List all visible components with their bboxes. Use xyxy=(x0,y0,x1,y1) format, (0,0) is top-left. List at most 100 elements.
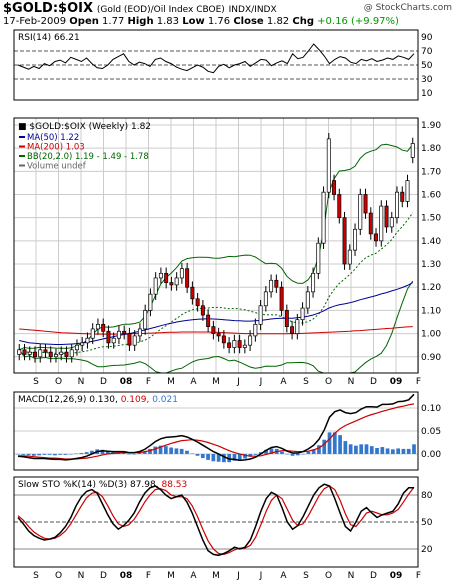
candle-body xyxy=(316,242,321,274)
candle-body xyxy=(179,268,184,279)
x-axis-label: N xyxy=(348,571,355,581)
macd-histogram-bar xyxy=(364,444,369,454)
x-axis-label: J xyxy=(236,377,240,387)
macd-histogram-bar xyxy=(68,453,73,455)
chart-title-line: $GOLD:$OIX (Gold (EOD)/Oil Index CBOE) I… xyxy=(3,1,277,16)
macd-histogram-bar xyxy=(137,453,142,454)
candle-body xyxy=(111,337,116,344)
macd-histogram-bar xyxy=(332,432,337,454)
sto-d-line xyxy=(17,485,415,556)
price-panel-frame xyxy=(13,117,419,374)
macd-histogram-bar xyxy=(105,451,110,454)
candle-body xyxy=(400,191,405,202)
x-axis-label: N xyxy=(78,571,85,581)
symbol-label: $GOLD:$OIX xyxy=(3,1,93,16)
macd-panel-frame xyxy=(13,391,419,471)
rsi-y-tick-label: 30 xyxy=(421,75,433,85)
macd-histogram-bar xyxy=(354,445,358,454)
x-axis-label: S xyxy=(303,377,309,387)
sto-y-tick-label: 50 xyxy=(421,518,433,528)
open-value: 1.77 xyxy=(102,16,125,27)
x-axis-label: F xyxy=(146,377,151,387)
candle-body xyxy=(211,326,216,334)
close-label: Close xyxy=(233,16,264,27)
candle-body xyxy=(353,228,358,251)
macd-histogram-bar xyxy=(190,453,195,454)
candle-body xyxy=(185,268,190,288)
price-y-tick-label: 1.60 xyxy=(421,191,441,201)
macd-histogram-bar xyxy=(179,448,184,454)
x-axis-label: M xyxy=(167,571,175,581)
macd-histogram-bar xyxy=(121,453,126,454)
macd-histogram-bar xyxy=(311,449,316,454)
macd-histogram-bar xyxy=(391,449,395,454)
candle-body xyxy=(227,342,232,348)
x-axis-label: N xyxy=(78,377,85,387)
macd-histogram-bar xyxy=(243,453,247,459)
candle-body xyxy=(342,217,347,265)
candle-body xyxy=(169,282,174,286)
x-axis-label: J xyxy=(236,571,240,581)
candle-body xyxy=(332,180,337,195)
quote-date: 17-Feb-2009 xyxy=(3,16,67,27)
x-axis-label: M xyxy=(167,377,175,387)
macd-signal-line xyxy=(18,403,415,460)
macd-histogram-bar xyxy=(359,444,364,454)
macd-histogram-bar xyxy=(338,435,342,454)
x-axis-label: 08 xyxy=(120,571,133,581)
macd-histogram-bar xyxy=(142,451,147,454)
candle-body xyxy=(410,143,415,158)
macd-histogram-bar xyxy=(31,453,36,456)
candle-body xyxy=(300,307,305,321)
macd-histogram-bar xyxy=(90,450,94,454)
candle-body xyxy=(258,305,263,325)
candle-body xyxy=(90,328,95,339)
macd-histogram-bar xyxy=(127,453,131,455)
sto-d-value: 88.53 xyxy=(161,480,187,490)
macd-histogram-bar xyxy=(406,448,411,454)
low-label: Low xyxy=(182,16,205,27)
macd-histogram-bar xyxy=(163,446,168,454)
sto-label: Slow STO %K(14) %D(3) 87.98, 88.53 xyxy=(18,480,187,490)
candle-body xyxy=(284,310,289,327)
macd-histogram-bar xyxy=(216,453,221,462)
x-axis-label: A xyxy=(280,571,287,581)
candle-body xyxy=(122,330,127,334)
macd-histogram-bar xyxy=(21,453,26,455)
candle-body xyxy=(290,326,295,334)
macd-histogram-bar xyxy=(380,447,385,454)
sto-panel-frame xyxy=(13,476,419,568)
macd-histogram-bar xyxy=(200,453,205,459)
open-label: Open xyxy=(69,16,99,27)
candle-body xyxy=(190,286,195,300)
high-label: High xyxy=(127,16,154,27)
candle-body xyxy=(358,194,363,230)
price-y-tick-label: 1.40 xyxy=(421,237,441,247)
candle-body xyxy=(33,351,37,358)
macd-signal-value: 0.109, xyxy=(121,395,153,405)
rsi-y-tick-label: 50 xyxy=(421,61,433,71)
candle-body xyxy=(363,194,368,214)
symbol-description: (Gold (EOD)/Oil Index CBOE) xyxy=(96,5,225,15)
x-axis-label: N xyxy=(348,377,355,387)
x-axis-label: S xyxy=(33,571,39,581)
candle-body xyxy=(101,323,106,332)
macd-histogram-bar xyxy=(401,448,406,454)
x-axis-label: O xyxy=(55,377,62,387)
macd-histogram-bar xyxy=(343,441,348,454)
macd-histogram-bar xyxy=(148,448,152,454)
price-y-tick-label: 1.50 xyxy=(421,214,441,224)
candle-body xyxy=(337,194,342,219)
candle-body xyxy=(253,323,258,337)
macd-histogram-bar xyxy=(185,450,189,454)
macd-histogram-bar xyxy=(253,453,258,455)
x-axis-label: D xyxy=(100,377,107,387)
macd-histogram-bar xyxy=(396,448,401,454)
price-y-tick-label: 0.90 xyxy=(421,353,441,363)
macd-histogram-bar xyxy=(248,453,253,457)
macd-histogram-bar xyxy=(301,453,305,455)
macd-histogram-bar xyxy=(269,448,274,454)
price-y-tick-label: 1.10 xyxy=(421,306,441,316)
macd-histogram-bar xyxy=(58,453,63,455)
x-axis-label: A xyxy=(190,377,197,387)
